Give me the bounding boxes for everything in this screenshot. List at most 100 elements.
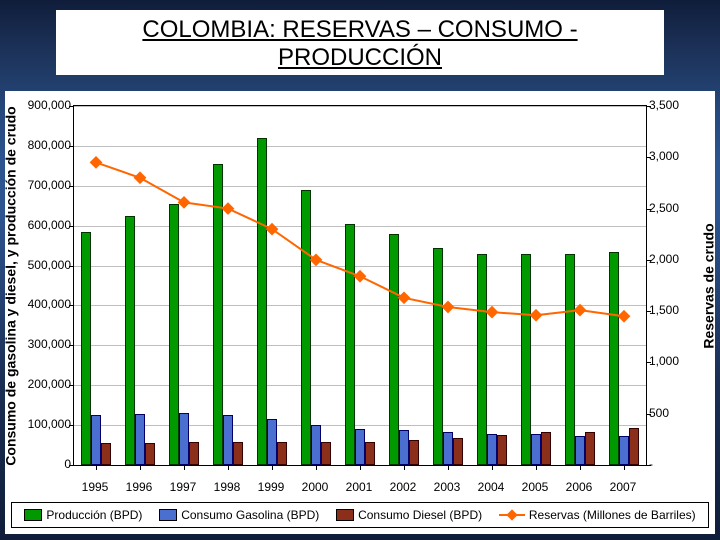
- gridline: [74, 186, 646, 187]
- y-left-tick-label: 400,000: [23, 297, 71, 311]
- y-left-tick-mark: [69, 266, 74, 267]
- y-right-tick-mark: [646, 209, 651, 210]
- bar-produccion: [433, 248, 443, 465]
- bar-diesel: [101, 443, 111, 465]
- plot-area: [73, 105, 647, 466]
- bar-gasolina: [267, 419, 277, 465]
- gridline: [74, 146, 646, 147]
- swatch-produccion: [24, 509, 42, 521]
- bar-diesel: [409, 440, 419, 465]
- y-left-tick-mark: [69, 425, 74, 426]
- bar-diesel: [321, 442, 331, 465]
- y-left-tick-mark: [69, 305, 74, 306]
- bar-produccion: [345, 224, 355, 465]
- y-right-tick-mark: [646, 362, 651, 363]
- y-left-tick-mark: [69, 226, 74, 227]
- swatch-diesel: [336, 509, 354, 521]
- bar-produccion: [521, 254, 531, 465]
- x-tick-label: 1999: [258, 480, 285, 494]
- x-tick-label: 2003: [434, 480, 461, 494]
- x-tick-label: 1997: [170, 480, 197, 494]
- bar-produccion: [213, 164, 223, 465]
- slide-title: COLOMBIA: RESERVAS – CONSUMO - PRODUCCIÓ…: [56, 10, 664, 75]
- y-left-tick-label: 500,000: [23, 258, 71, 272]
- x-tick-mark: [140, 465, 141, 470]
- bar-produccion: [301, 190, 311, 465]
- y-right-tick-mark: [646, 106, 651, 107]
- marker-reservas: [310, 253, 323, 266]
- bar-produccion: [169, 204, 179, 465]
- gridline: [74, 345, 646, 346]
- x-tick-label: 2001: [346, 480, 373, 494]
- x-tick-mark: [272, 465, 273, 470]
- y-left-tick-mark: [69, 146, 74, 147]
- legend-label-diesel: Consumo Diesel (BPD): [358, 508, 482, 522]
- x-axis-ticks: 1995199619971998199920002001200220032004…: [73, 476, 647, 494]
- marker-reservas: [398, 291, 411, 304]
- bar-diesel: [629, 428, 639, 465]
- legend-item-diesel: Consumo Diesel (BPD): [336, 508, 482, 522]
- bar-gasolina: [399, 430, 409, 465]
- gridline: [74, 266, 646, 267]
- y-right-tick-label: 2,500: [649, 201, 697, 215]
- bar-produccion: [125, 216, 135, 465]
- y-axis-left-ticks: 0100,000200,000300,000400,000500,000600,…: [29, 105, 73, 466]
- marker-reservas: [618, 310, 631, 323]
- bar-produccion: [609, 252, 619, 465]
- legend-label-produccion: Producción (BPD): [46, 508, 142, 522]
- x-tick-mark: [492, 465, 493, 470]
- y-left-tick-label: 300,000: [23, 337, 71, 351]
- gridline: [74, 305, 646, 306]
- y-left-tick-mark: [69, 186, 74, 187]
- title-text: COLOMBIA: RESERVAS – CONSUMO - PRODUCCIÓ…: [142, 16, 577, 71]
- legend-item-reservas: Reservas (Millones de Barriles): [499, 508, 696, 522]
- bar-diesel: [277, 442, 287, 465]
- y-axis-left-label: Consumo de gasolina y diesel, y producci…: [1, 105, 21, 466]
- legend-label-reservas: Reservas (Millones de Barriles): [529, 508, 696, 522]
- y-right-tick-label: 1,000: [649, 354, 697, 368]
- y-right-tick-label: 1,500: [649, 303, 697, 317]
- bar-gasolina: [355, 429, 365, 465]
- x-tick-label: 2005: [522, 480, 549, 494]
- bar-gasolina: [311, 425, 321, 465]
- y-right-tick-label: -: [649, 457, 697, 471]
- bar-diesel: [541, 432, 551, 465]
- legend-label-gasolina: Consumo Gasolina (BPD): [181, 508, 319, 522]
- x-tick-label: 1998: [214, 480, 241, 494]
- x-tick-mark: [448, 465, 449, 470]
- bar-produccion: [477, 254, 487, 465]
- bar-produccion: [257, 138, 267, 465]
- bar-gasolina: [179, 413, 189, 465]
- y-axis-right-label: Reservas de crudo: [699, 105, 719, 466]
- y-right-tick-mark: [646, 311, 651, 312]
- gridline: [74, 226, 646, 227]
- y-axis-right-ticks: -5001,0001,5002,0002,5003,0003,500: [647, 105, 691, 466]
- y-right-tick-label: 3,500: [649, 98, 697, 112]
- x-tick-label: 2004: [478, 480, 505, 494]
- y-left-tick-label: 100,000: [23, 417, 71, 431]
- bar-diesel: [233, 442, 243, 465]
- x-tick-mark: [624, 465, 625, 470]
- bar-diesel: [365, 442, 375, 465]
- y-left-tick-mark: [69, 345, 74, 346]
- x-tick-label: 2000: [302, 480, 329, 494]
- bar-gasolina: [487, 434, 497, 465]
- bar-gasolina: [531, 434, 541, 465]
- y-left-tick-mark: [69, 106, 74, 107]
- x-tick-label: 2006: [566, 480, 593, 494]
- bar-diesel: [585, 432, 595, 465]
- plot-box: [73, 105, 647, 466]
- marker-reservas: [530, 309, 543, 322]
- x-tick-mark: [228, 465, 229, 470]
- bar-diesel: [145, 443, 155, 465]
- marker-reservas: [178, 196, 191, 209]
- y-right-tick-mark: [646, 465, 651, 466]
- bar-gasolina: [575, 436, 585, 465]
- marker-reservas: [90, 156, 103, 169]
- x-tick-label: 2007: [610, 480, 637, 494]
- marker-reservas: [442, 301, 455, 314]
- y-right-tick-mark: [646, 414, 651, 415]
- y-right-tick-mark: [646, 157, 651, 158]
- bar-produccion: [81, 232, 91, 465]
- bar-gasolina: [619, 436, 629, 465]
